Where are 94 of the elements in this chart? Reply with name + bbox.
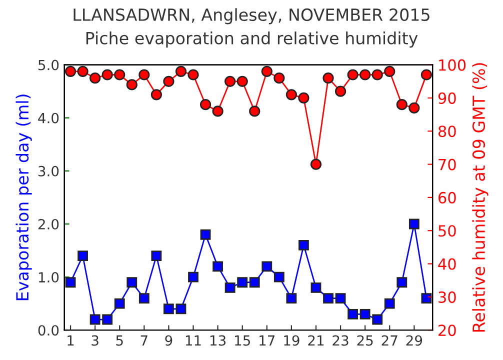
chart-title: LLANSADWRN, Anglesey, NOVEMBER 2015 [74, 8, 430, 24]
point [372, 69, 383, 80]
point [274, 72, 285, 84]
x-tick-label: 25 [357, 335, 373, 346]
point [348, 308, 358, 320]
point [90, 72, 101, 84]
point [200, 229, 211, 240]
point [286, 89, 297, 100]
x-tick-label: 19 [284, 335, 300, 346]
y2-tick-label: 50 [438, 225, 456, 237]
point [151, 250, 162, 262]
y-tick-label: 2.0 [38, 218, 59, 230]
x-tick-label: 21 [308, 335, 324, 346]
y-tick-label: 4.0 [38, 112, 59, 124]
point [396, 99, 408, 110]
x-tick-label: 17 [260, 335, 275, 346]
y2-tick-label: 30 [438, 291, 456, 303]
point [286, 293, 297, 304]
point [261, 66, 272, 77]
point [249, 277, 260, 288]
point [77, 66, 88, 77]
y2-tick-label: 40 [438, 258, 456, 270]
y2-tick-label: 80 [438, 126, 456, 138]
x-tick-label: 23 [332, 335, 348, 346]
point [335, 293, 346, 304]
y-tick-label: 3.0 [38, 166, 59, 176]
point [212, 106, 224, 117]
x-tick-label: 11 [186, 335, 201, 346]
point [420, 69, 432, 80]
point [200, 99, 212, 110]
point [102, 69, 113, 80]
point [310, 282, 322, 293]
point [188, 272, 198, 282]
point [224, 282, 236, 293]
point [360, 308, 370, 320]
x-tick-label: 27 [382, 335, 398, 346]
y-tick-label: 0.0 [38, 325, 59, 336]
x-tick-label: 15 [235, 335, 250, 346]
point [310, 158, 322, 170]
point [237, 277, 248, 288]
point [65, 277, 76, 288]
point [90, 314, 100, 325]
point [212, 261, 224, 272]
point [262, 261, 272, 272]
point [298, 92, 310, 104]
x-tick-label: 1 [68, 335, 74, 346]
point [64, 66, 76, 77]
point [323, 293, 334, 304]
x-tick-label: 9 [165, 335, 172, 346]
x-tick-label: 7 [140, 335, 148, 346]
x-tick-label: 3 [92, 335, 98, 346]
point [360, 69, 371, 80]
point [175, 66, 187, 77]
x-tick-label: 29 [406, 335, 422, 346]
y2-tick-label: 70 [438, 158, 456, 170]
point [138, 293, 150, 304]
point [298, 240, 309, 250]
point [421, 293, 432, 304]
point [126, 277, 138, 288]
point [408, 102, 420, 114]
point [384, 298, 395, 309]
point [163, 76, 174, 87]
x-tick-label: 13 [210, 335, 226, 346]
point [249, 106, 260, 117]
y2-tick-label: 20 [438, 324, 456, 336]
point [138, 69, 150, 80]
y2-axis-title: Relative humidity at 09 GMT (%) [472, 63, 488, 332]
point [372, 314, 383, 325]
point [114, 298, 125, 309]
point [102, 314, 113, 325]
point [126, 79, 138, 90]
point [322, 72, 334, 84]
point [384, 66, 396, 77]
y2-tick-label: 60 [438, 192, 456, 204]
point [188, 69, 199, 80]
point [347, 69, 358, 80]
point [236, 76, 248, 87]
y-tick-label: 5.0 [38, 60, 59, 70]
x-tick-label: 5 [116, 335, 123, 346]
point [114, 69, 126, 80]
y-axis-title: Evaporation per day (ml) [16, 94, 32, 300]
y2-tick-label: 100 [439, 59, 466, 71]
point [224, 76, 236, 87]
y2-tick-label: 90 [438, 92, 456, 104]
point [396, 277, 408, 288]
point [163, 304, 174, 314]
chart-subtitle: Piche evaporation and relative humidity [86, 32, 418, 48]
point [334, 86, 346, 97]
point [274, 272, 284, 282]
y-tick-label: 1.0 [38, 272, 59, 283]
point [176, 304, 186, 314]
point [150, 89, 162, 100]
point [78, 250, 88, 262]
point [408, 218, 420, 230]
